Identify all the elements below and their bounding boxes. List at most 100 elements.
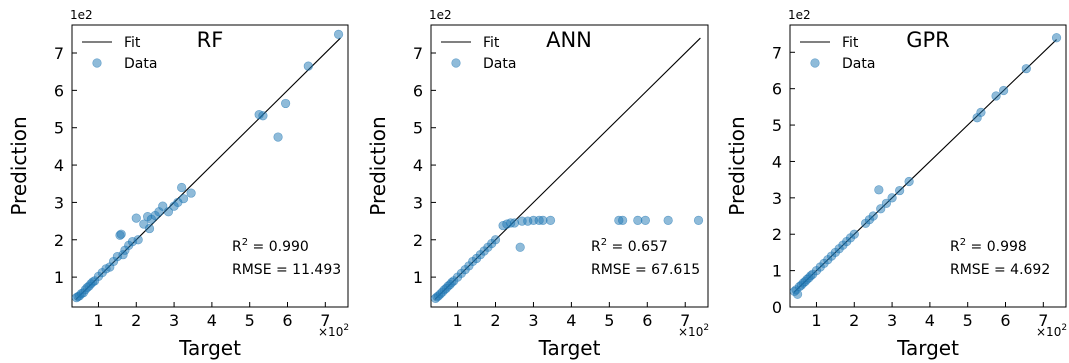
y-tick-label: 1 bbox=[413, 268, 423, 287]
y-axis-label: Prediction bbox=[7, 116, 31, 215]
x-tick-label: 6 bbox=[642, 311, 652, 330]
y-tick-label: 2 bbox=[772, 225, 782, 244]
y-tick-label: 5 bbox=[54, 119, 64, 138]
data-point bbox=[515, 242, 525, 252]
data-point bbox=[991, 91, 1001, 101]
data-point bbox=[792, 289, 803, 299]
data-point bbox=[904, 176, 914, 187]
y-tick-label: 3 bbox=[772, 189, 782, 208]
panel-rf: 1 2 3 4 5 6 7 1 2 3 4 5 6 7 1e2 ×102 Target Prediction RF F… bbox=[7, 8, 349, 360]
y-tick-label: 0 bbox=[772, 298, 782, 317]
legend-data-label: Data bbox=[124, 56, 157, 72]
chart-title: ANN bbox=[546, 28, 592, 52]
y-tick-label: 7 bbox=[413, 44, 423, 63]
data-point bbox=[693, 215, 704, 225]
y-tick-label: 6 bbox=[772, 80, 782, 99]
plot-frame bbox=[789, 24, 1067, 308]
x-tick-label: 5 bbox=[245, 311, 255, 330]
data-point bbox=[887, 193, 897, 203]
x-tick-label: 3 bbox=[169, 311, 179, 330]
data-point bbox=[509, 218, 520, 228]
rmse-metric: RMSE = 11.493 bbox=[232, 262, 341, 278]
r2-metric: R2 = 0.998 bbox=[950, 237, 1027, 255]
y-tick-label: 4 bbox=[413, 156, 423, 175]
x-tick-label: 4 bbox=[566, 311, 576, 330]
y-axis-label: Prediction bbox=[366, 116, 390, 215]
r2-metric: R2 = 0.657 bbox=[591, 237, 668, 255]
x-multiplier: ×102 bbox=[1036, 323, 1067, 339]
rmse-metric: RMSE = 67.615 bbox=[591, 262, 700, 278]
y-tick-label: 7 bbox=[54, 44, 64, 63]
data-point bbox=[976, 107, 986, 117]
x-tick-label: 2 bbox=[490, 311, 500, 330]
y-tick-label: 5 bbox=[413, 119, 423, 138]
chart-title: RF bbox=[197, 28, 224, 52]
x-tick-label: 5 bbox=[963, 311, 973, 330]
x-tick-label: 7 bbox=[1038, 311, 1048, 330]
y-axis-label: Prediction bbox=[725, 116, 749, 215]
data-point bbox=[490, 235, 501, 245]
plot-frame bbox=[71, 24, 349, 308]
x-tick-label: 5 bbox=[604, 311, 614, 330]
data-point bbox=[131, 213, 141, 223]
legend-data-swatch bbox=[810, 58, 820, 68]
data-point bbox=[1051, 33, 1062, 43]
y-tick-label: 1 bbox=[54, 268, 64, 287]
data-point bbox=[999, 85, 1009, 96]
x-axis-label: Target bbox=[896, 336, 959, 360]
y-tick-label: 2 bbox=[54, 231, 64, 250]
data-point bbox=[186, 188, 196, 198]
x-tick-label: 6 bbox=[1000, 311, 1010, 330]
chart-title: GPR bbox=[906, 28, 950, 52]
x-tick-label: 6 bbox=[282, 311, 292, 330]
y-multiplier: 1e2 bbox=[788, 8, 811, 22]
y-multiplier: 1e2 bbox=[70, 8, 93, 22]
y-tick-label: 1 bbox=[772, 262, 782, 281]
y-tick-label: 5 bbox=[772, 116, 782, 135]
data-point bbox=[116, 229, 126, 239]
legend-fit-label: Fit bbox=[124, 35, 141, 51]
x-axis-label: Target bbox=[538, 336, 601, 360]
data-point bbox=[895, 185, 905, 196]
data-point bbox=[1021, 64, 1031, 74]
y-tick-label: 4 bbox=[54, 156, 64, 175]
panel-ann: 1 2 3 4 5 6 7 1 2 3 4 5 6 7 1e2 ×102 Target Prediction ANN… bbox=[366, 8, 709, 360]
data-point bbox=[178, 194, 189, 204]
x-tick-label: 1 bbox=[452, 311, 462, 330]
data-point bbox=[258, 111, 268, 121]
data-point bbox=[158, 201, 168, 211]
data-point bbox=[273, 132, 283, 142]
panel-gpr: 1 2 3 4 5 6 7 0 1 2 3 4 5 6 7 1e2 ×102 Target Prediction GP… bbox=[725, 8, 1067, 360]
data-point bbox=[177, 182, 187, 193]
x-tick-label: 7 bbox=[680, 311, 690, 330]
legend-data-swatch bbox=[92, 58, 102, 68]
rmse-metric: RMSE = 4.692 bbox=[950, 262, 1050, 278]
data-point bbox=[849, 229, 859, 239]
r2-metric: R2 = 0.990 bbox=[232, 237, 309, 255]
y-tick-label: 2 bbox=[413, 231, 423, 250]
legend-fit-label: Fit bbox=[842, 35, 859, 51]
x-tick-label: 1 bbox=[811, 311, 821, 330]
y-tick-label: 3 bbox=[54, 193, 64, 212]
x-multiplier: ×102 bbox=[678, 323, 709, 339]
x-axis-label: Target bbox=[178, 336, 241, 360]
data-point bbox=[881, 198, 892, 208]
y-tick-label: 6 bbox=[413, 81, 423, 100]
y-tick-label: 3 bbox=[413, 193, 423, 212]
data-point bbox=[303, 61, 313, 71]
y-tick-label: 6 bbox=[54, 81, 64, 100]
x-tick-label: 1 bbox=[93, 311, 103, 330]
data-point bbox=[618, 215, 628, 225]
x-multiplier: ×102 bbox=[318, 323, 349, 339]
plot-frame bbox=[430, 24, 709, 308]
data-point bbox=[876, 204, 886, 214]
x-tick-label: 2 bbox=[131, 311, 141, 330]
data-point bbox=[663, 215, 673, 225]
x-tick-label: 4 bbox=[925, 311, 935, 330]
y-tick-label: 7 bbox=[772, 43, 782, 62]
data-point bbox=[545, 215, 556, 225]
data-point bbox=[333, 29, 344, 39]
legend-data-swatch bbox=[451, 58, 461, 68]
data-point bbox=[133, 235, 143, 245]
